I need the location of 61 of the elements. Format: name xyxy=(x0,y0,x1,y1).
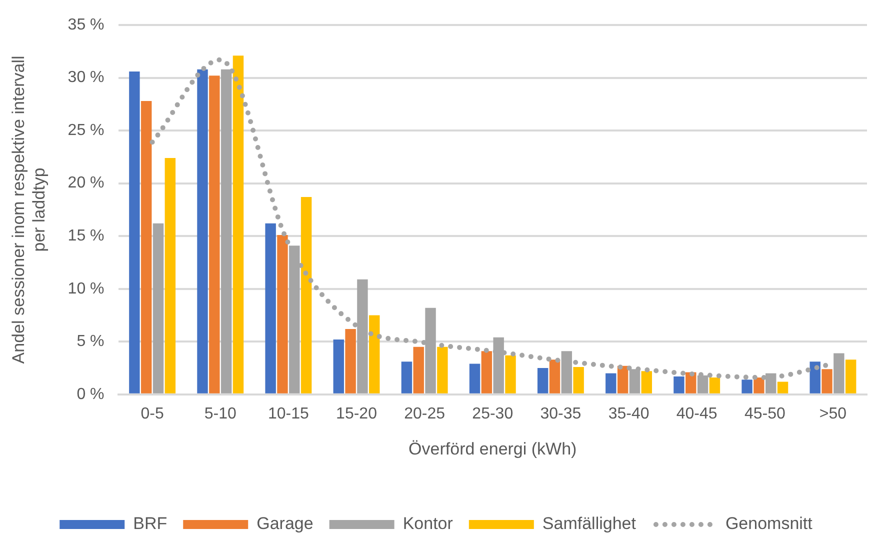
x-tick-label: 25-30 xyxy=(472,405,514,422)
bar xyxy=(401,362,412,394)
y-tick-label: 25 % xyxy=(68,122,104,139)
bar xyxy=(810,362,820,394)
bar xyxy=(369,315,380,394)
x-tick-label: 5-10 xyxy=(204,405,236,422)
legend-label: Garage xyxy=(256,514,314,534)
bar xyxy=(537,368,548,394)
bar xyxy=(277,235,288,394)
bar xyxy=(413,346,424,394)
x-tick-label: 0-5 xyxy=(140,405,164,422)
bar xyxy=(333,340,344,394)
x-tick-label: 30-35 xyxy=(540,405,582,422)
bar xyxy=(164,158,176,394)
y-tick-label: 0 % xyxy=(76,386,104,403)
bar xyxy=(834,353,844,394)
bar xyxy=(209,76,220,394)
bar xyxy=(674,376,684,394)
bar xyxy=(232,56,244,394)
legend-label: Genomsnitt xyxy=(725,514,813,534)
x-tick-label: 45-50 xyxy=(744,405,786,422)
y-tick-label: 20 % xyxy=(68,174,104,192)
bar xyxy=(469,364,480,394)
bar xyxy=(505,355,516,394)
bar xyxy=(345,328,356,394)
y-tick-label: 15 % xyxy=(68,227,104,244)
y-tick-label: 35 % xyxy=(68,16,104,34)
x-tick-label: >50 xyxy=(819,405,847,422)
bar xyxy=(709,378,720,394)
legend-label: BRF xyxy=(133,514,168,534)
y-tick-label: 10 % xyxy=(68,280,104,298)
x-tick-label: 10-15 xyxy=(268,405,309,422)
bar xyxy=(152,223,164,394)
x-tick-label: 20-25 xyxy=(404,405,446,422)
bar xyxy=(129,71,140,394)
y-axis-title: Andel sessioner inom respektive intervall per laddtyp xyxy=(8,56,48,364)
legend-label: Kontor xyxy=(402,514,454,534)
y-tick-label: 30 % xyxy=(68,69,104,86)
bar xyxy=(481,351,492,394)
bar xyxy=(549,360,560,394)
bar xyxy=(300,197,312,394)
bar xyxy=(686,372,696,394)
x-tick-label: 15-20 xyxy=(336,405,378,422)
x-tick-label: 35-40 xyxy=(608,405,650,422)
bar xyxy=(606,373,616,394)
bar xyxy=(265,223,276,394)
bar xyxy=(140,100,152,394)
bar xyxy=(754,378,764,394)
bar xyxy=(742,380,752,394)
bar xyxy=(197,69,208,394)
bar xyxy=(573,366,584,394)
bar xyxy=(822,369,832,394)
x-tick-label: 40-45 xyxy=(676,405,718,422)
bar xyxy=(845,360,856,394)
bar xyxy=(777,382,788,394)
bar xyxy=(617,366,628,394)
legend-label: Samfällighet xyxy=(542,514,636,534)
bar xyxy=(437,346,448,394)
x-axis-title: Överförd energi (kWh) xyxy=(408,439,577,458)
bar xyxy=(641,371,652,394)
y-tick-label: 5 % xyxy=(76,333,104,350)
